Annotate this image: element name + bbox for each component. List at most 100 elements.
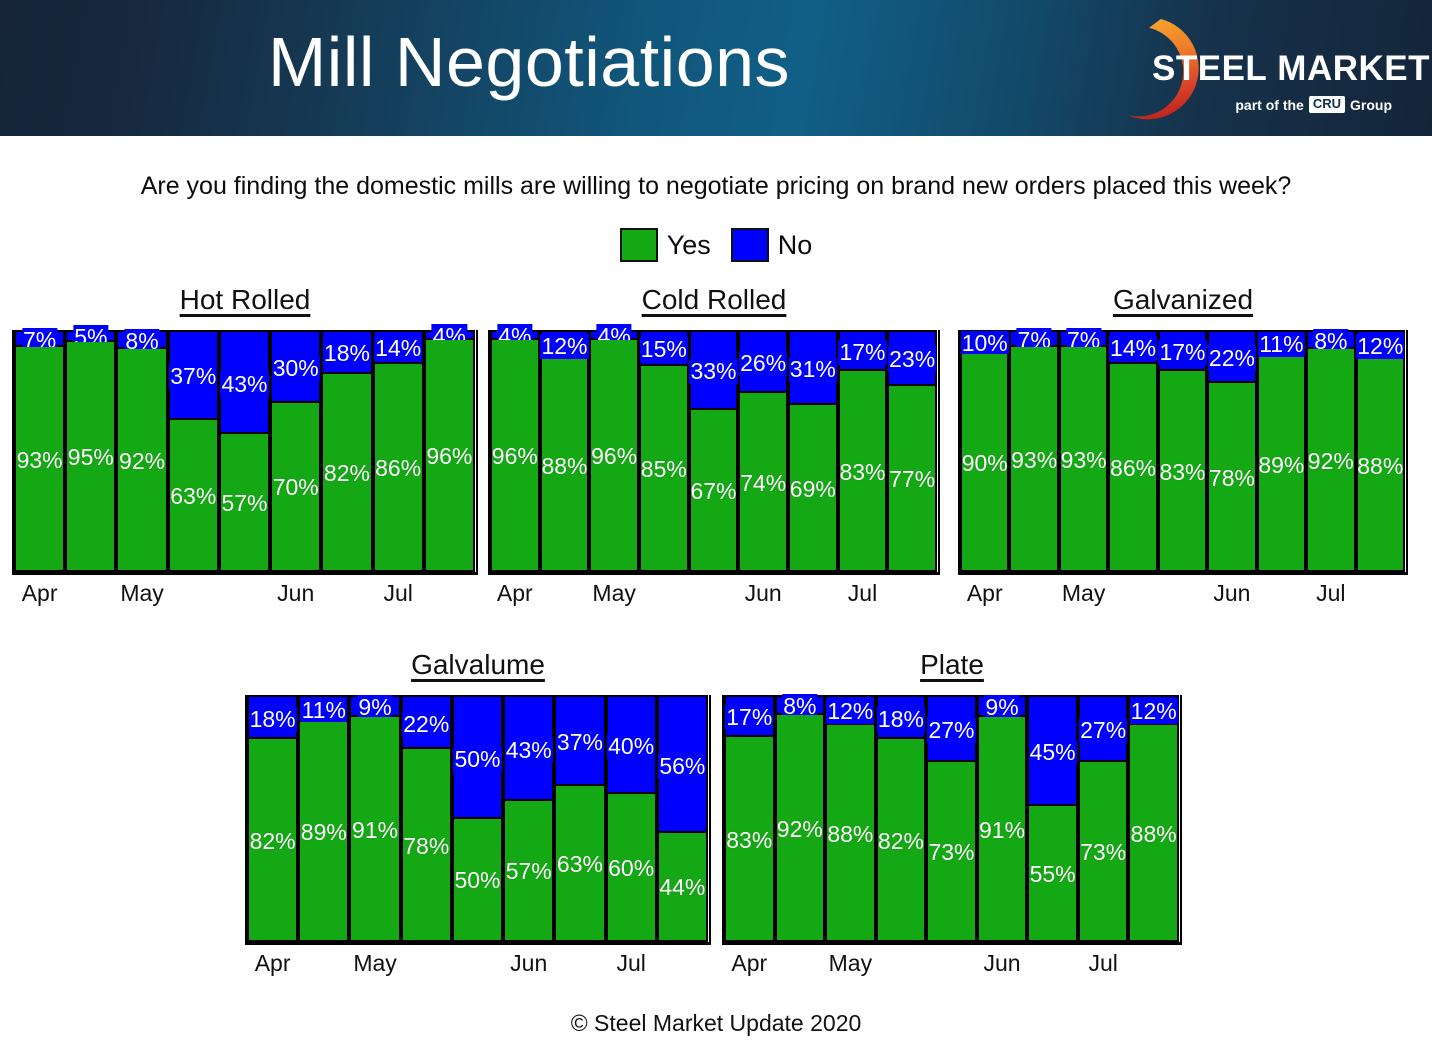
segment-no[interactable]: 4% (423, 323, 475, 349)
segment-no[interactable]: 27% (926, 695, 977, 762)
segment-no[interactable]: 14% (1108, 330, 1158, 364)
segment-no[interactable]: 30% (270, 330, 322, 403)
bar-plate-5[interactable]: 9% 91% (976, 695, 1028, 942)
segment-yes[interactable]: 88% (1355, 359, 1405, 572)
bar-galvalume-1[interactable]: 11% 89% (298, 695, 350, 942)
segment-yes[interactable]: 70% (270, 402, 322, 572)
bar-hot-rolled-2[interactable]: 8% 92% (116, 328, 168, 572)
segment-yes[interactable]: 88% (825, 724, 876, 942)
bar-plate-8[interactable]: 12% 88% (1128, 695, 1179, 942)
segment-no[interactable]: 26% (738, 330, 788, 393)
segment-no[interactable]: 7% (14, 327, 66, 353)
bar-galvalume-0[interactable]: 18% 82% (247, 695, 299, 942)
segment-no[interactable]: 18% (247, 695, 299, 740)
segment-no[interactable]: 12% (1355, 330, 1405, 360)
segment-no[interactable]: 9% (976, 695, 1028, 721)
segment-no[interactable]: 11% (1256, 330, 1307, 358)
segment-no[interactable]: 14% (372, 330, 424, 364)
segment-yes[interactable]: 78% (400, 749, 452, 942)
segment-no[interactable]: 43% (503, 695, 555, 802)
bar-cold-rolled-3[interactable]: 15% 85% (639, 330, 689, 572)
bar-galvalume-8[interactable]: 56% 44% (656, 695, 708, 942)
segment-yes[interactable]: 73% (1077, 761, 1129, 942)
segment-yes[interactable]: 93% (1009, 346, 1059, 572)
segment-no[interactable]: 5% (65, 325, 117, 351)
segment-yes[interactable]: 96% (423, 339, 475, 572)
segment-yes[interactable]: 96% (490, 339, 540, 572)
segment-yes[interactable]: 67% (688, 409, 739, 572)
segment-yes[interactable]: 77% (887, 385, 937, 572)
segment-no[interactable]: 9% (349, 695, 401, 721)
bar-cold-rolled-2[interactable]: 4% 96% (589, 323, 639, 572)
segment-no[interactable]: 56% (656, 695, 708, 834)
bar-galvalume-4[interactable]: 50% 50% (451, 695, 504, 942)
segment-yes[interactable]: 93% (1058, 346, 1109, 572)
bar-plate-7[interactable]: 27% 73% (1077, 695, 1129, 942)
segment-no[interactable]: 40% (605, 695, 657, 794)
segment-yes[interactable]: 83% (837, 371, 888, 572)
segment-yes[interactable]: 88% (539, 359, 590, 572)
bar-galvalume-7[interactable]: 40% 60% (605, 695, 657, 942)
bar-cold-rolled-4[interactable]: 33% 67% (688, 330, 739, 572)
segment-no[interactable]: 12% (1128, 695, 1179, 725)
segment-no[interactable]: 8% (774, 694, 826, 720)
segment-yes[interactable]: 78% (1207, 383, 1257, 572)
segment-yes[interactable]: 95% (65, 342, 117, 572)
segment-yes[interactable]: 82% (321, 373, 373, 572)
segment-no[interactable]: 33% (688, 330, 739, 410)
segment-yes[interactable]: 91% (976, 717, 1028, 942)
segment-yes[interactable]: 86% (372, 363, 424, 572)
segment-no[interactable]: 12% (825, 695, 876, 725)
bar-galvalume-5[interactable]: 43% 57% (503, 695, 555, 942)
segment-no[interactable]: 37% (167, 330, 219, 420)
segment-yes[interactable]: 74% (738, 392, 788, 572)
segment-no[interactable]: 17% (837, 330, 888, 372)
segment-yes[interactable]: 50% (451, 818, 504, 942)
segment-no[interactable]: 22% (400, 695, 452, 750)
bar-cold-rolled-6[interactable]: 31% 69% (788, 330, 838, 572)
bar-hot-rolled-0[interactable]: 7% 93% (14, 327, 66, 572)
segment-no[interactable]: 31% (788, 330, 838, 406)
bar-galvanized-7[interactable]: 8% 92% (1306, 328, 1356, 572)
segment-yes[interactable]: 96% (589, 339, 639, 572)
bar-hot-rolled-3[interactable]: 37% 63% (167, 330, 219, 572)
segment-no[interactable]: 15% (639, 330, 689, 367)
bar-cold-rolled-5[interactable]: 26% 74% (738, 330, 788, 572)
segment-no[interactable]: 7% (1058, 327, 1109, 353)
segment-yes[interactable]: 57% (503, 801, 555, 942)
segment-yes[interactable]: 89% (1256, 356, 1307, 572)
segment-yes[interactable]: 89% (298, 722, 350, 942)
segment-no[interactable]: 27% (1077, 695, 1129, 762)
bar-hot-rolled-1[interactable]: 5% 95% (65, 325, 117, 572)
bar-galvalume-3[interactable]: 22% 78% (400, 695, 452, 942)
bar-hot-rolled-6[interactable]: 18% 82% (321, 330, 373, 572)
segment-yes[interactable]: 88% (1128, 724, 1179, 942)
bar-galvanized-1[interactable]: 7% 93% (1009, 327, 1059, 572)
segment-yes[interactable]: 73% (926, 761, 977, 942)
segment-no[interactable]: 8% (116, 328, 168, 354)
segment-yes[interactable]: 44% (656, 833, 708, 942)
bar-plate-1[interactable]: 8% 92% (774, 694, 826, 942)
bar-galvanized-3[interactable]: 14% 86% (1108, 330, 1158, 572)
segment-yes[interactable]: 83% (724, 737, 775, 942)
bar-hot-rolled-5[interactable]: 30% 70% (270, 330, 322, 572)
segment-yes[interactable]: 90% (960, 354, 1010, 572)
segment-no[interactable]: 18% (875, 695, 927, 740)
bar-hot-rolled-7[interactable]: 14% 86% (372, 330, 424, 572)
bar-plate-0[interactable]: 17% 83% (724, 695, 775, 942)
bar-plate-3[interactable]: 18% 82% (875, 695, 927, 942)
segment-no[interactable]: 7% (1009, 327, 1059, 353)
segment-no[interactable]: 37% (554, 695, 606, 787)
segment-yes[interactable]: 63% (554, 786, 606, 942)
segment-no[interactable]: 4% (589, 323, 639, 349)
segment-yes[interactable]: 83% (1157, 371, 1208, 572)
segment-no[interactable]: 50% (451, 695, 504, 819)
segment-yes[interactable]: 82% (247, 739, 299, 942)
bar-cold-rolled-8[interactable]: 23% 77% (887, 330, 937, 572)
bar-cold-rolled-0[interactable]: 4% 96% (490, 323, 540, 572)
bar-hot-rolled-8[interactable]: 4% 96% (423, 323, 475, 572)
bar-plate-2[interactable]: 12% 88% (825, 695, 876, 942)
segment-no[interactable]: 22% (1207, 330, 1257, 384)
segment-yes[interactable]: 92% (116, 349, 168, 572)
segment-no[interactable]: 17% (724, 695, 775, 737)
